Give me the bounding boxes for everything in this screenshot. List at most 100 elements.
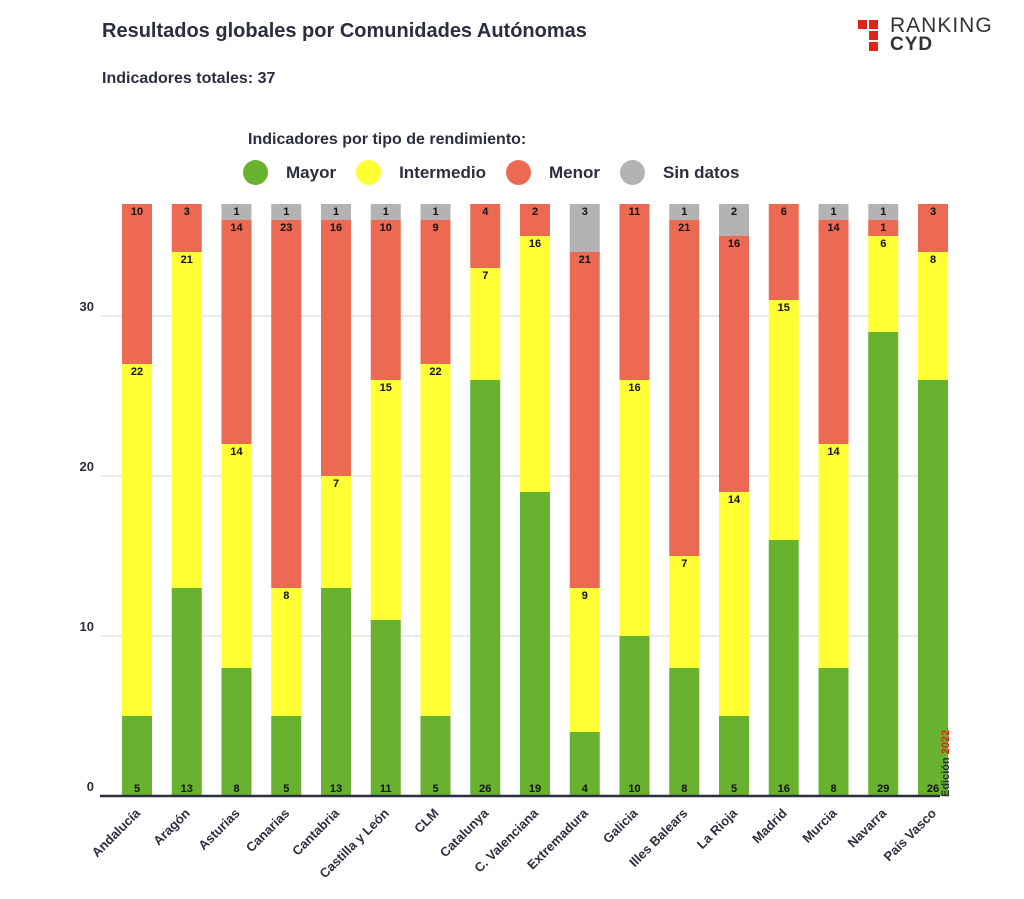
x-tick-label: La Rioja	[694, 805, 741, 852]
legend-dot-icon	[619, 160, 645, 185]
data-label: 11	[629, 206, 641, 218]
data-label: 16	[778, 783, 790, 795]
y-tick-label: 30	[80, 299, 94, 314]
bar-segment-intermedio	[520, 236, 550, 492]
data-label: 8	[830, 783, 836, 795]
data-label: 1	[233, 206, 239, 218]
bar-segment-sin-datos	[271, 204, 302, 220]
data-label: 15	[778, 302, 790, 314]
bar-segment-mayor	[868, 332, 899, 796]
bar-segment-mayor	[569, 732, 600, 796]
bar-segment-sin-datos	[868, 204, 899, 220]
x-tick-label: Canarias	[243, 806, 292, 855]
data-label: 26	[927, 783, 939, 795]
bar-segment-sin-datos	[669, 204, 700, 220]
bar-segment-mayor	[818, 668, 849, 796]
bar-segment-sin-datos	[370, 204, 401, 220]
legend-label: Sin datos	[662, 162, 740, 182]
legend-title: Indicadores por tipo de rendimiento:	[248, 131, 527, 148]
legend-item-intermedio: Intermedio	[356, 160, 486, 185]
logo-square-icon	[869, 20, 878, 29]
bar-segment-menor	[171, 204, 202, 252]
legend-dot-icon	[243, 160, 268, 185]
data-label: 14	[230, 222, 243, 234]
bar-segment-intermedio	[669, 556, 700, 668]
bar-segment-intermedio	[321, 476, 351, 588]
data-label: 3	[582, 206, 588, 218]
y-tick-label: 0	[87, 779, 94, 794]
data-label: 1	[432, 206, 438, 218]
bar-segment-intermedio	[768, 300, 799, 540]
data-label: 1	[880, 206, 886, 218]
data-label: 5	[432, 783, 438, 795]
data-label: 1	[383, 206, 389, 218]
bar-segment-menor	[918, 204, 948, 252]
legend-label: Intermedio	[399, 162, 486, 182]
bar-segment-menor	[619, 204, 650, 380]
data-label: 7	[333, 478, 339, 490]
data-label: 7	[482, 270, 488, 282]
x-tick-label: Asturias	[195, 806, 242, 853]
bar-segment-mayor	[221, 668, 252, 796]
x-tick-label: Andalucía	[89, 805, 144, 860]
data-label: 13	[181, 783, 193, 795]
data-label: 4	[482, 206, 489, 218]
logo-square-icon	[869, 31, 878, 40]
data-label: 4	[582, 783, 589, 795]
legend-dot-icon	[356, 160, 382, 185]
bar-segment-intermedio	[420, 364, 451, 716]
x-tick-label: Murcia	[799, 805, 840, 846]
logo-square-icon	[869, 42, 878, 51]
bar-segment-intermedio	[221, 444, 252, 668]
data-label: 7	[681, 558, 687, 570]
bar-segment-menor	[569, 252, 600, 588]
y-tick-label: 20	[80, 459, 94, 474]
data-label: 8	[681, 783, 687, 795]
bar-segment-sin-datos	[221, 204, 252, 220]
data-label: 8	[233, 783, 239, 795]
bar-segment-mayor	[619, 636, 650, 796]
legend-label: Mayor	[286, 162, 337, 182]
data-label: 15	[380, 382, 392, 394]
logo-word-ranking: RANKING	[890, 14, 993, 37]
bar-segment-menor	[719, 236, 749, 492]
data-label: 16	[728, 238, 740, 250]
data-label: 2	[731, 206, 737, 218]
data-label: 10	[628, 783, 640, 795]
bar-segment-intermedio	[370, 380, 401, 620]
chart-title: Resultados globales por Comunidades Autó…	[102, 20, 587, 42]
chart-subtitle: Indicadores totales: 37	[102, 70, 276, 87]
bar-segment-menor	[122, 204, 152, 364]
bar-segment-menor	[221, 220, 252, 444]
data-label: 9	[582, 590, 588, 602]
data-label: 21	[181, 254, 193, 266]
bar-segment-mayor	[171, 588, 202, 796]
data-label: 6	[781, 206, 787, 218]
data-label: 3	[184, 206, 190, 218]
edition-word: Edición	[940, 757, 952, 797]
x-tick-label: País Vasco	[880, 805, 939, 864]
x-tick-label: CLM	[411, 806, 442, 837]
bar-segment-intermedio	[868, 236, 899, 332]
bar-segment-mayor	[719, 716, 749, 796]
data-label: 8	[930, 254, 936, 266]
data-label: 5	[731, 783, 737, 795]
data-label: 13	[330, 783, 342, 795]
bar-segment-intermedio	[918, 252, 948, 380]
y-tick-label: 10	[80, 619, 94, 634]
logo-square-icon	[858, 20, 867, 29]
bar-segment-mayor	[470, 380, 501, 796]
bar-segment-menor	[321, 220, 351, 476]
data-label: 29	[877, 783, 889, 795]
bar-segment-intermedio	[569, 588, 600, 732]
bar-segment-intermedio	[818, 444, 849, 668]
bar-segment-mayor	[370, 620, 401, 796]
bar-segment-mayor	[768, 540, 799, 796]
data-label: 16	[330, 222, 342, 234]
bar-segment-menor	[818, 220, 849, 444]
data-label: 22	[429, 366, 441, 378]
legend-item-menor: Menor	[505, 160, 600, 185]
x-tick-label: Cantabria	[289, 805, 343, 859]
bar-segment-mayor	[669, 668, 700, 796]
